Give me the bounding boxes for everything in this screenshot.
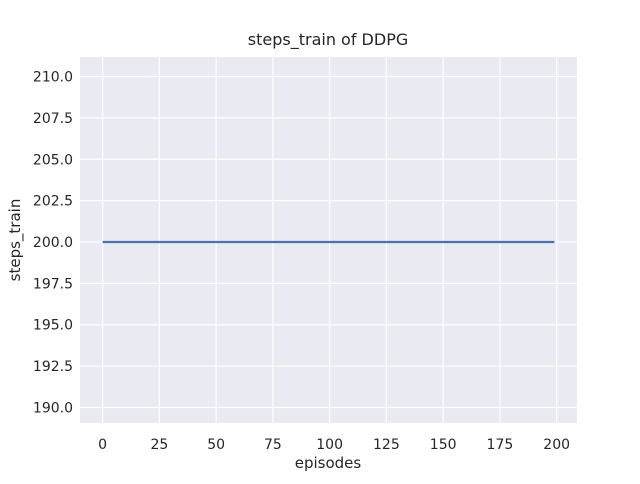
x-tick-label: 100 <box>316 437 343 453</box>
y-tick-label: 200.0 <box>33 235 73 251</box>
y-tick-label: 207.5 <box>33 111 73 127</box>
y-tick-label: 195.0 <box>33 318 73 334</box>
y-tick-label: 202.5 <box>33 194 73 210</box>
y-tick-label: 192.5 <box>33 359 73 375</box>
x-tick-label: 75 <box>264 437 282 453</box>
y-tick-label: 210.0 <box>33 70 73 86</box>
plot-background <box>80 57 577 423</box>
x-tick-label: 0 <box>98 437 107 453</box>
plot-area: 0 25 50 75 100 125 150 175 200 190.0 192.5 195.0 197… <box>33 57 577 453</box>
x-tick-label: 200 <box>543 437 570 453</box>
chart-title: steps_train of DDPG <box>248 30 408 50</box>
x-tick-label: 25 <box>150 437 168 453</box>
x-tick-label: 150 <box>430 437 457 453</box>
x-tick-label: 50 <box>207 437 225 453</box>
y-tick-label: 205.0 <box>33 152 73 168</box>
y-tick-label: 197.5 <box>33 276 73 292</box>
x-axis-label: episodes <box>295 454 362 472</box>
y-axis-label: steps_train <box>6 199 25 282</box>
x-tick-label: 125 <box>373 437 400 453</box>
y-tick-label: 190.0 <box>33 400 73 416</box>
x-tick-label: 175 <box>487 437 514 453</box>
